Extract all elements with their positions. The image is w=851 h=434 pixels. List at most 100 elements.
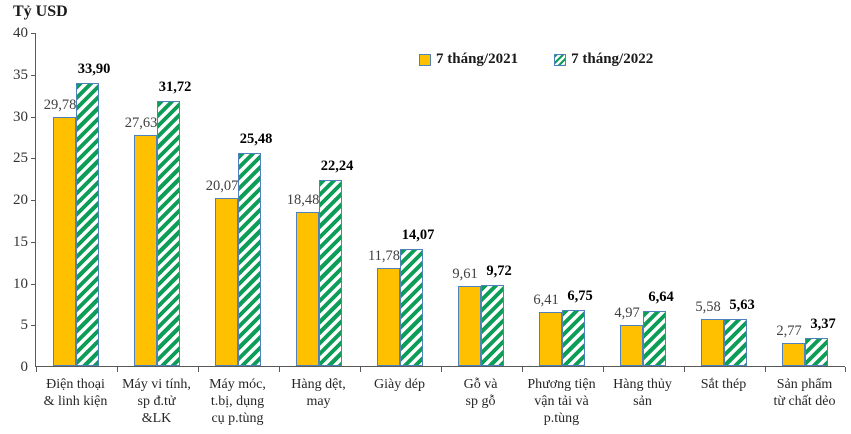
- value-label-2021: 27,63: [124, 115, 158, 132]
- category-label: Gỗ và sp gỗ: [440, 376, 521, 410]
- category-label-line: sản: [633, 394, 652, 409]
- value-label-2021: 18,48: [286, 191, 320, 208]
- value-label-2022: 25,48: [239, 131, 273, 148]
- category-label: Phương tiện vận tải và p.tùng: [521, 376, 602, 427]
- legend-item-2021: 7 tháng/2021: [419, 51, 518, 68]
- value-label-2021: 11,78: [367, 247, 401, 264]
- y-tick: [31, 116, 36, 118]
- legend-marker-hatch: [554, 53, 567, 66]
- bar-2021: [377, 267, 400, 366]
- bar-group: 27,63 31,72: [117, 33, 198, 366]
- value-label-2021: 6,41: [533, 292, 559, 309]
- bar-2022: [562, 309, 585, 366]
- bar-2022: [76, 82, 99, 366]
- x-tick: [360, 367, 361, 372]
- category-label-line: Máy vi tính,: [122, 377, 191, 392]
- category-label-line: Phương tiện: [527, 377, 596, 392]
- x-tick: [684, 367, 685, 372]
- category-label-line: Điện thoại: [46, 377, 105, 392]
- bar-2022: [400, 248, 423, 366]
- category-label: Máy vi tính, sp đ.tử &LK: [116, 376, 197, 427]
- value-label-2021: 5,58: [695, 299, 721, 316]
- category-label-line: Máy móc,: [209, 377, 266, 392]
- bar-2021: [458, 285, 481, 366]
- bar-group: 18,48 22,24: [279, 33, 360, 366]
- y-axis-unit-label: Tỷ USD: [13, 3, 68, 20]
- category-label-line: từ chất dẻo: [773, 394, 836, 409]
- y-tick-label: 35: [13, 66, 28, 83]
- value-label-2022: 14,07: [401, 226, 435, 243]
- value-label-2021: 4,97: [614, 304, 640, 321]
- value-label-2021: 29,78: [43, 97, 77, 114]
- plot-area: 29,78 33,90 27,63 31,72 20,07 25,48 18,48 22,24…: [31, 33, 846, 372]
- category-label: Hàng thủy sản: [602, 376, 683, 410]
- bar-2021: [539, 312, 562, 366]
- category-label-line: Gỗ và: [463, 377, 498, 392]
- y-tick: [31, 283, 36, 285]
- category-label-line: Sản phẩm: [776, 377, 833, 392]
- bar-2021: [782, 342, 805, 366]
- x-tick: [603, 367, 604, 372]
- x-tick: [765, 367, 766, 372]
- legend-label-2022: 7 tháng/2022: [571, 51, 654, 67]
- bar-group: 6,41 6,75: [522, 33, 603, 366]
- y-tick: [31, 325, 36, 327]
- legend-label-2021: 7 tháng/2021: [436, 51, 519, 67]
- category-label-line: Hàng dệt,: [291, 377, 346, 392]
- value-label-2022: 5,63: [729, 296, 755, 313]
- bar-2021: [296, 211, 319, 366]
- y-tick: [31, 33, 36, 34]
- category-label-line: vận tải và: [534, 394, 589, 409]
- y-tick: [31, 158, 36, 160]
- bar-2021: [620, 324, 643, 366]
- x-tick: [845, 367, 846, 372]
- y-tick-label: 10: [13, 275, 28, 292]
- y-tick: [31, 74, 36, 76]
- bar-2022: [481, 284, 504, 366]
- y-tick-label: 25: [13, 150, 28, 167]
- bar-group: 9,61 9,72: [441, 33, 522, 366]
- value-label-2022: 6,64: [648, 288, 674, 305]
- bar-2022: [238, 153, 261, 366]
- y-tick: [31, 241, 36, 243]
- x-tick: [441, 367, 442, 372]
- value-label-2021: 20,07: [205, 178, 239, 195]
- value-label-2022: 22,24: [320, 158, 354, 175]
- category-label: Hàng dệt, may: [278, 376, 359, 410]
- category-label-line: Hàng thủy: [613, 377, 672, 392]
- bar-group: 2,77 3,37: [765, 33, 846, 366]
- x-tick: [198, 367, 199, 372]
- category-label-line: Sắt thép: [700, 377, 747, 392]
- category-label-line: p.tùng: [543, 411, 580, 426]
- y-tick-label: 0: [20, 359, 29, 375]
- category-label-line: may: [306, 394, 331, 409]
- bar-2022: [724, 319, 747, 366]
- y-tick-label: 15: [13, 233, 28, 250]
- x-tick: [36, 367, 37, 372]
- category-label: Máy móc, t.bị, dụng cụ p.tùng: [197, 376, 278, 427]
- value-label-2022: 3,37: [810, 315, 836, 332]
- category-label: Điện thoại & linh kiện: [35, 376, 116, 410]
- category-label-line: Giày dép: [374, 377, 425, 392]
- y-tick: [31, 200, 36, 201]
- legend-item-2022: 7 tháng/2022: [554, 51, 653, 68]
- value-label-2022: 33,90: [77, 60, 111, 77]
- x-tick: [117, 367, 118, 372]
- category-label-line: sp đ.tử: [137, 394, 176, 409]
- y-tick-label: 40: [13, 25, 28, 41]
- legend: 7 tháng/2021 7 tháng/2022: [419, 51, 653, 68]
- category-label: Giày dép: [359, 376, 440, 393]
- bar-2021: [701, 319, 724, 366]
- value-label-2022: 31,72: [158, 79, 192, 96]
- bar-2022: [319, 180, 342, 366]
- category-label-line: &LK: [141, 411, 172, 426]
- category-label: Sắt thép: [683, 376, 764, 393]
- bar-2021: [215, 198, 238, 366]
- category-label-line: & linh kiện: [43, 394, 108, 409]
- value-label-2022: 6,75: [567, 287, 593, 304]
- bar-group: 29,78 33,90: [36, 33, 117, 366]
- y-tick-label: 20: [13, 192, 28, 208]
- bar-group: 5,58 5,63: [684, 33, 765, 366]
- bar-group: 20,07 25,48: [198, 33, 279, 366]
- value-label-2021: 2,77: [776, 322, 802, 339]
